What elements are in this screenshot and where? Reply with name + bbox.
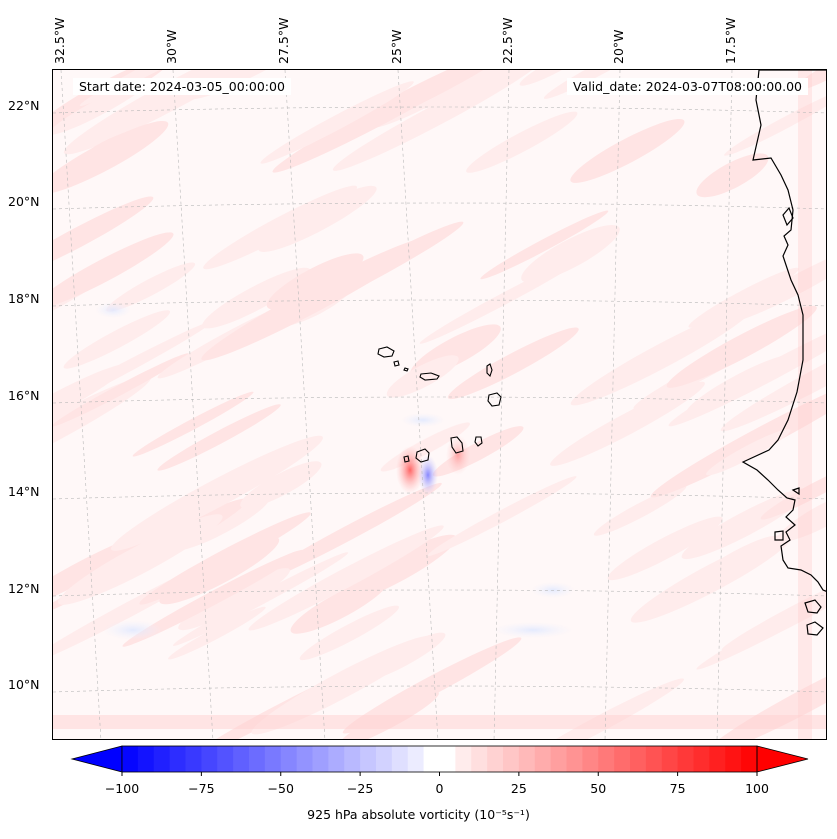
longitude-label: 30°W [164,29,179,64]
colorbar [70,745,809,776]
map-panel: Start date: 2024-03-05_00:00:00 Valid_da… [52,69,827,740]
graticule-lines [53,70,826,739]
colorbar-tick-label: −25 [346,781,374,796]
latitude-label: 12°N [8,581,40,596]
latitude-label: 16°N [8,388,40,403]
weak-negative-patches [95,302,575,640]
cape-verde-islands [377,346,502,463]
longitude-label: 27.5°W [276,17,291,64]
colorbar-tick-label: 0 [435,781,444,796]
colorbar-tick-label: 50 [590,781,607,796]
longitude-label: 25°W [389,29,404,64]
weak-vorticity-streaks [53,70,826,739]
colorbar-tick-label: 25 [510,781,527,796]
longitude-label: 17.5°W [723,17,738,64]
latitude-label: 18°N [8,291,40,306]
southern-edge-band [53,715,826,729]
valid-date-label: Valid_date: 2024-03-07T08:00:00.00 [566,78,808,95]
start-date-label: Start date: 2024-03-05_00:00:00 [73,78,291,95]
longitude-label: 22.5°W [500,17,515,64]
colorbar-tick-label: −50 [267,781,294,796]
latitude-label: 10°N [8,677,40,692]
colorbar-label: 925 hPa absolute vorticity (10⁻⁵s⁻¹) [307,807,530,822]
colorbar-tick-label: −100 [104,781,140,796]
colorbar-tick-label: −75 [188,781,215,796]
colorbar-tick-label: 100 [745,781,769,796]
colorbar-tick-label: 75 [669,781,686,796]
eastern-edge-band [798,70,812,739]
african-coastline [741,70,826,636]
latitude-label: 20°N [8,194,40,209]
longitude-label: 32.5°W [52,17,67,64]
latitude-label: 22°N [8,98,40,113]
longitude-label: 20°W [611,29,626,64]
latitude-label: 14°N [8,484,40,499]
vorticity-field [53,70,826,739]
